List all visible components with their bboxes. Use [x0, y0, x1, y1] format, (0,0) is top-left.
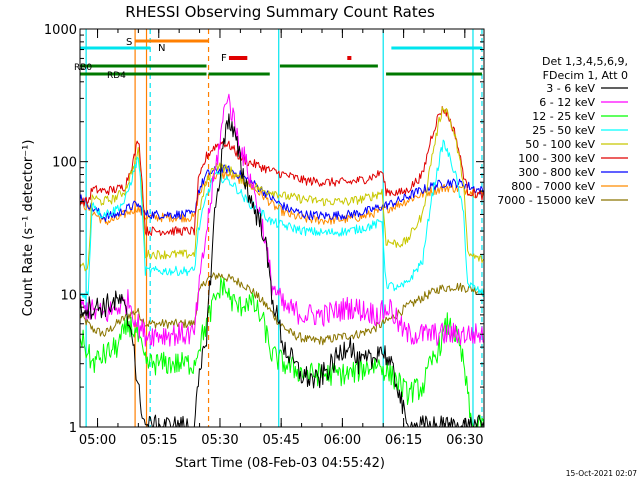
y-tick-label: 1000: [44, 23, 77, 38]
night-label: N: [158, 43, 165, 54]
legend-entry-label: 6 - 12 keV: [539, 96, 595, 109]
series-layer: [80, 93, 484, 427]
series-line: [80, 171, 484, 226]
legend-entry-label: 50 - 100 keV: [525, 138, 595, 151]
legend-entry-label: 3 - 6 keV: [546, 82, 595, 95]
legend-header: Det 1,3,4,5,6,9,: [542, 55, 628, 68]
x-tick-label: 05:45: [262, 433, 299, 448]
legend-header: FDecim 1, Att 0: [543, 69, 628, 82]
series-line: [80, 272, 484, 346]
series-line: [80, 106, 484, 236]
rb0-label: RB0: [74, 63, 92, 73]
x-tick-label: 05:00: [79, 433, 116, 448]
legend: Det 1,3,4,5,6,9,FDecim 1, Att 03 - 6 keV…: [497, 55, 628, 207]
x-axis: 05:00 05:15 05:30 05:45 06:00 06:15 06:30: [79, 29, 484, 448]
footer-date: 15-Oct-2021 02:07: [566, 469, 637, 478]
x-tick-label: 06:15: [385, 433, 422, 448]
y-tick-label: 10: [60, 288, 77, 303]
legend-entry-label: 25 - 50 keV: [532, 124, 595, 137]
series-line: [80, 106, 484, 272]
x-axis-label: Start Time (08-Feb-03 04:55:42): [175, 456, 385, 471]
x-tick-label: 05:15: [140, 433, 177, 448]
y-axis-label: Count Rate (s⁻¹ detector⁻¹): [21, 140, 36, 317]
legend-entry-label: 800 - 7000 keV: [511, 180, 595, 193]
legend-entry-label: 7000 - 15000 keV: [497, 194, 595, 207]
x-tick-label: 05:30: [201, 433, 238, 448]
legend-entry-label: 12 - 25 keV: [532, 110, 595, 123]
x-tick-label: 06:30: [446, 433, 483, 448]
series-line: [80, 93, 484, 347]
series-line: [80, 139, 484, 300]
series-line: [80, 164, 484, 222]
series-line: [80, 113, 484, 427]
y-tick-label: 100: [52, 156, 77, 171]
legend-entry-label: 300 - 800 keV: [518, 166, 595, 179]
chart-title: RHESSI Observing Summary Count Rates: [125, 3, 435, 21]
y-axis: 1 10 100 1000: [44, 23, 484, 436]
legend-entry-label: 100 - 300 keV: [518, 152, 595, 165]
flare-label: F: [221, 53, 227, 64]
series-line: [80, 277, 484, 427]
rd4-label: RD4: [107, 71, 126, 81]
x-tick-label: 06:00: [324, 433, 361, 448]
saa-label: S: [126, 37, 132, 48]
y-tick-label: 1: [69, 421, 77, 436]
plot-frame: [79, 28, 485, 428]
